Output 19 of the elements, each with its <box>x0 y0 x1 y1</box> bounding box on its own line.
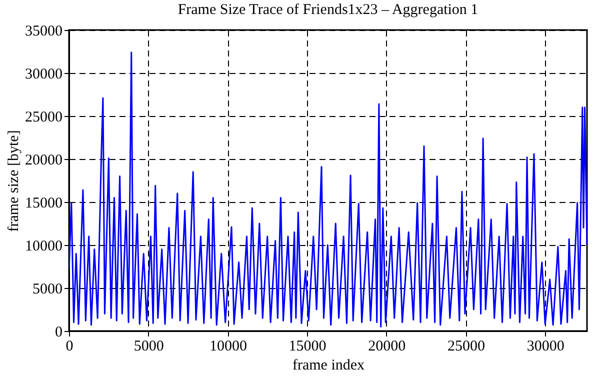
x-tick-label: 30000 <box>526 338 564 354</box>
y-tick-label: 20000 <box>25 152 62 168</box>
x-tick-label: 15000 <box>288 338 326 354</box>
y-tick-label: 10000 <box>25 238 62 254</box>
x-tick-label: 5000 <box>134 338 164 354</box>
y-tick-label: 15000 <box>25 196 62 212</box>
chart-title: Frame Size Trace of Friends1x23 – Aggregation 1 <box>178 2 478 18</box>
x-tick-label: 10000 <box>209 338 247 354</box>
x-axis-title: frame index <box>292 358 366 374</box>
y-tick-label: 30000 <box>25 66 62 82</box>
x-tick-label: 20000 <box>368 338 406 354</box>
y-tick-label: 5000 <box>32 282 62 298</box>
y-tick-label: 0 <box>55 324 62 340</box>
line-series <box>69 52 587 328</box>
x-tick-label: 25000 <box>448 338 485 354</box>
y-tick-label: 35000 <box>25 24 62 40</box>
x-tick-label: 0 <box>66 338 74 354</box>
y-axis-title: frame size [byte] <box>6 130 22 232</box>
y-tick-label: 25000 <box>25 110 62 126</box>
